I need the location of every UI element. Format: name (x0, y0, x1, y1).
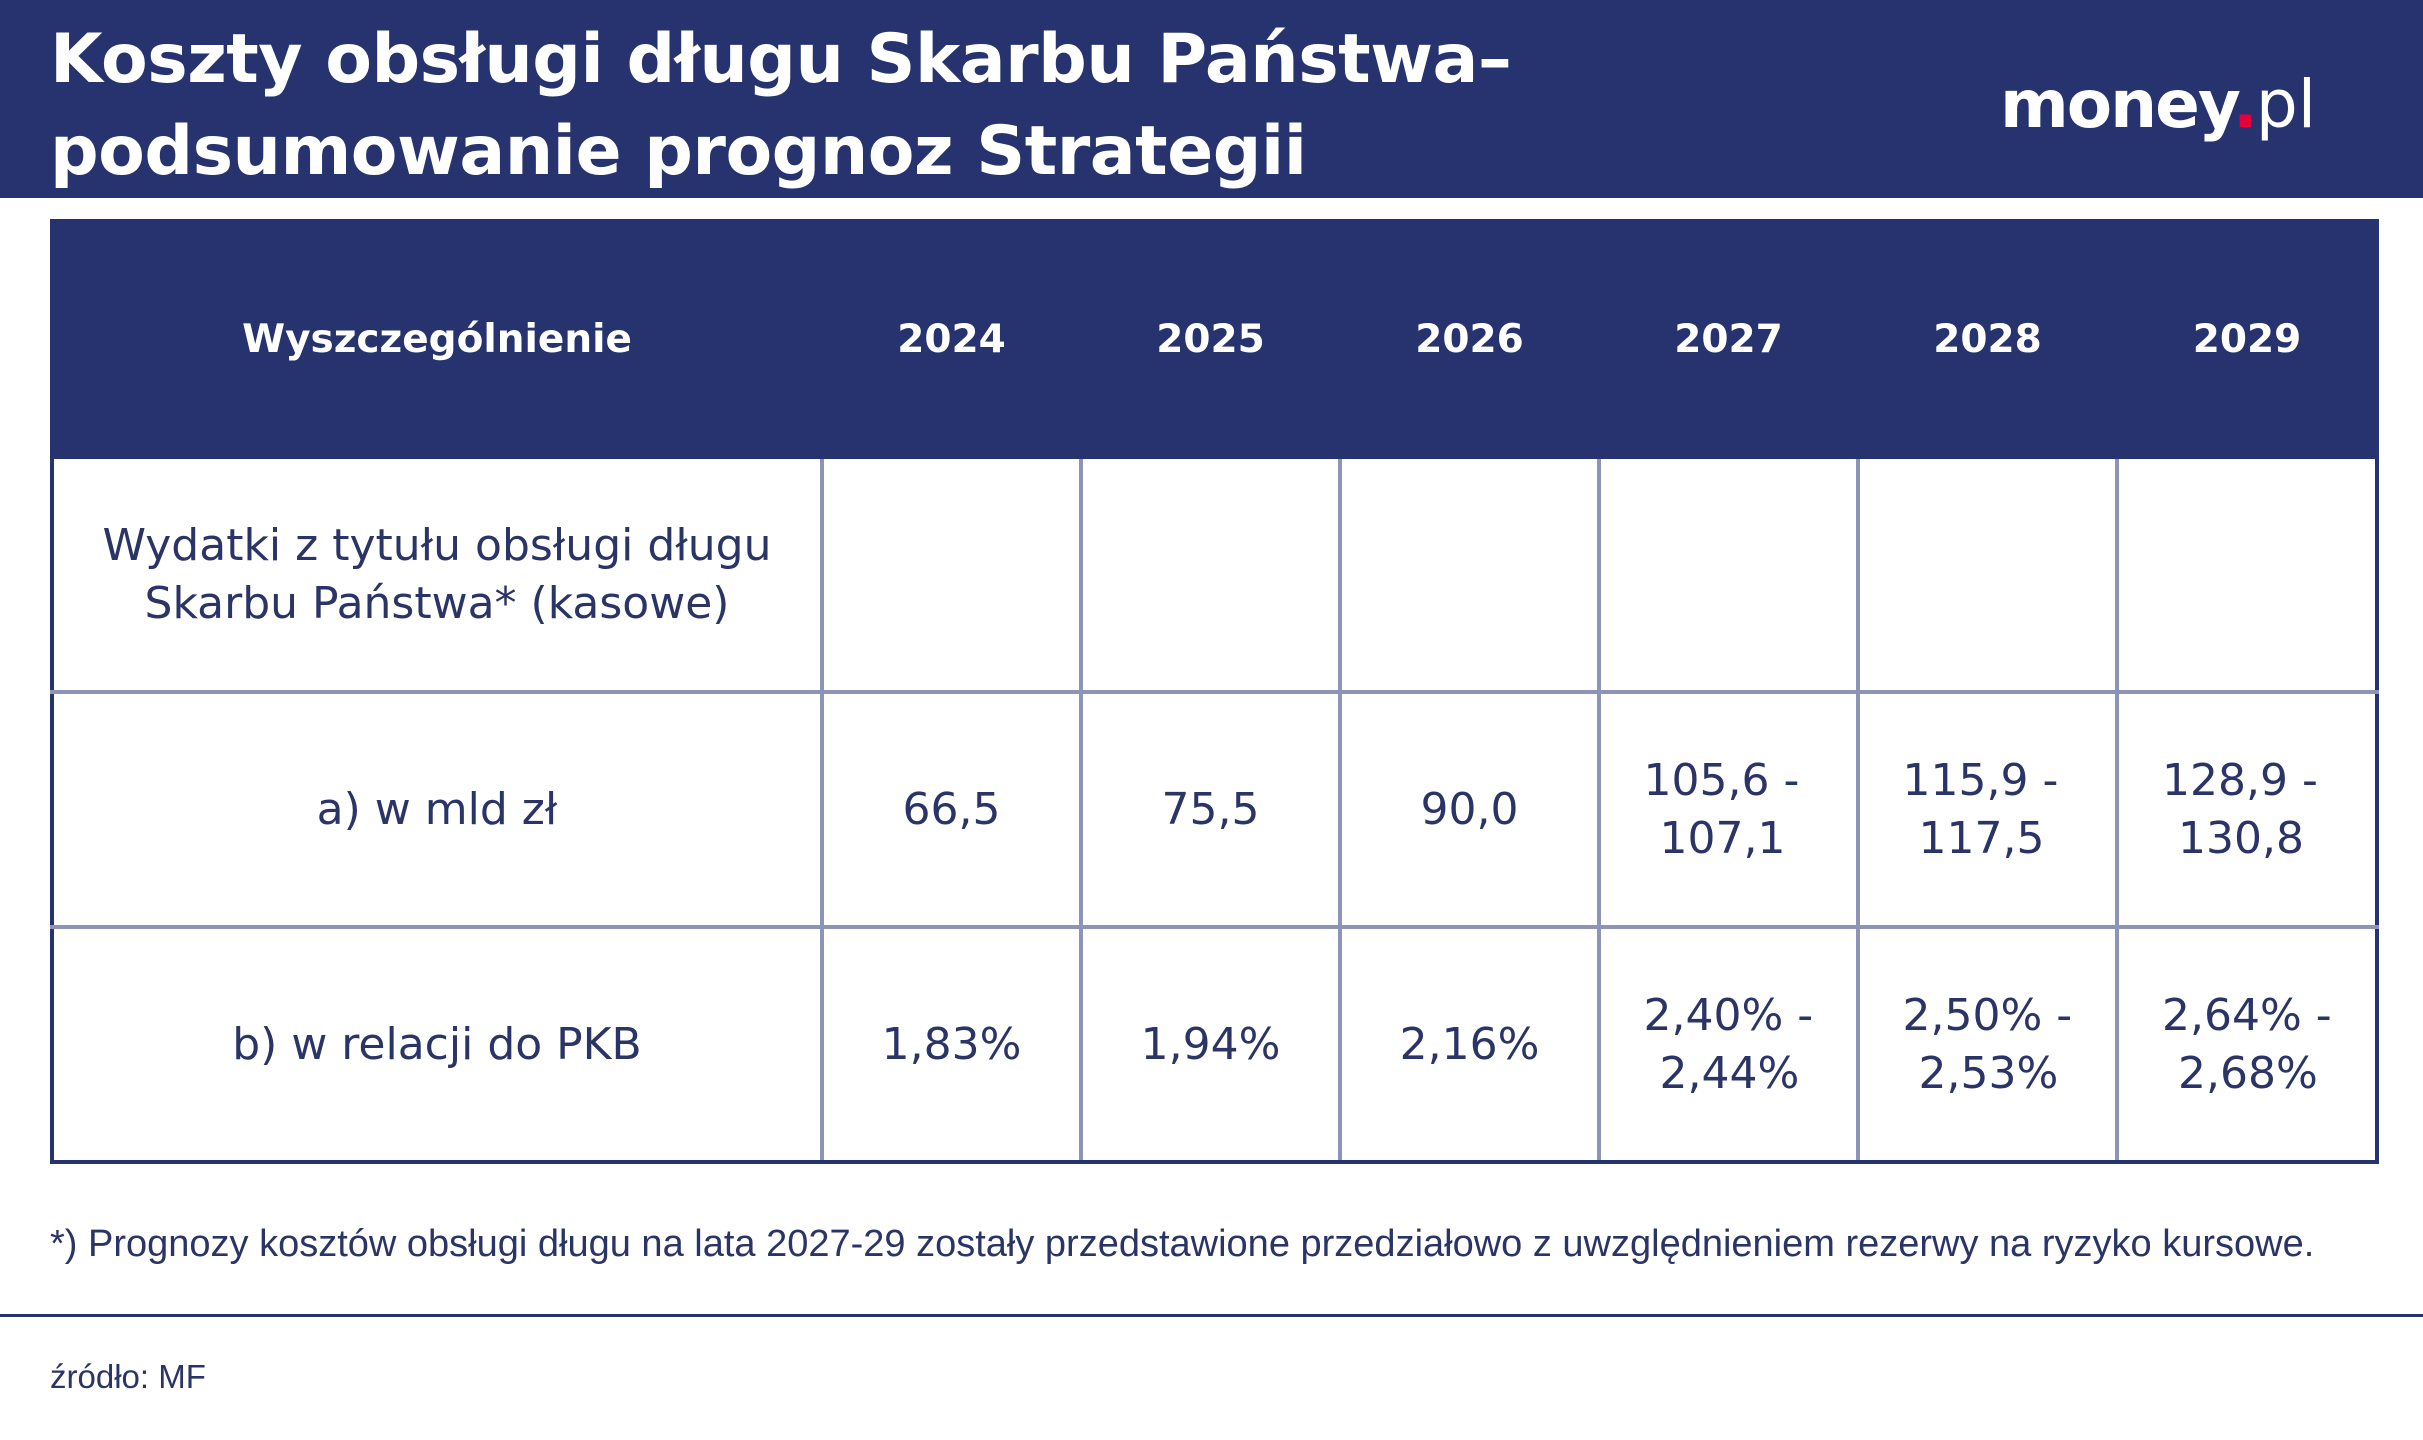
range-low: 2,50% - (1902, 989, 2073, 1041)
range-low: 2,64% - (2162, 989, 2332, 1041)
column-header-2028: 2028 (1856, 219, 2119, 459)
range-high: 130,8 (2178, 812, 2304, 864)
table-cell-2028: 2,50% - 2,53% (1856, 925, 2119, 1164)
column-header-description: Wyszczególnienie (50, 219, 824, 459)
header-banner: Koszty obsługi długu Skarbu Państwa– pod… (0, 0, 2423, 198)
table-cell-2029: 2,64% - 2,68% (2115, 925, 2379, 1164)
range-high: 2,44% (1659, 1047, 1800, 1099)
table-cell-2027: 2,40% - 2,44% (1597, 925, 1860, 1164)
range-high: 107,1 (1659, 812, 1786, 864)
table-cell-2026: 90,0 (1338, 690, 1601, 929)
range-low: 105,6 - (1643, 754, 1800, 806)
table-cell-empty (2115, 455, 2379, 694)
page-title: Koszty obsługi długu Skarbu Państwa– pod… (50, 14, 1800, 198)
table-cell-empty (1856, 455, 2119, 694)
title-line-1: Koszty obsługi długu Skarbu Państwa– (50, 20, 1512, 99)
table-cell-2025: 75,5 (1079, 690, 1342, 929)
logo-name: money (2000, 66, 2235, 143)
table-row: a) w mld zł 66,5 75,5 90,0 105,6 - 107,1… (50, 690, 2379, 929)
value-range: 105,6 - 107,1 (1644, 752, 1814, 868)
table-cell-empty (1597, 455, 1860, 694)
range-low: 115,9 - (1902, 754, 2059, 806)
range-high: 2,53% (1918, 1047, 2059, 1099)
column-header-2029: 2029 (2115, 219, 2379, 459)
value-range: 115,9 - 117,5 (1903, 752, 2073, 868)
value-range: 2,64% - 2,68% (2162, 987, 2332, 1103)
table-cell-2024: 66,5 (820, 690, 1083, 929)
title-line-2: podsumowanie prognoz Strategii (50, 112, 1307, 191)
column-header-2024: 2024 (820, 219, 1083, 459)
range-low: 128,9 - (2162, 754, 2318, 806)
range-high: 2,68% (2178, 1047, 2318, 1099)
money-pl-logo[interactable]: money.pl (2000, 50, 2350, 160)
table-cell-2028: 115,9 - 117,5 (1856, 690, 2119, 929)
table-cell-empty (820, 455, 1083, 694)
logo-dot: . (2232, 66, 2258, 143)
table-row: Wydatki z tytułu obsługi długu Skarbu Pa… (50, 455, 2379, 694)
table-cell-empty (1079, 455, 1342, 694)
logo-tld: pl (2255, 66, 2317, 143)
table-row: b) w relacji do PKB 1,83% 1,94% 2,16% 2,… (50, 925, 2379, 1164)
row-label-expenditure: Wydatki z tytułu obsługi długu Skarbu Pa… (50, 455, 824, 694)
table-cell-empty (1338, 455, 1601, 694)
source-note: źródło: MF (50, 1358, 206, 1395)
table-cell-2024: 1,83% (820, 925, 1083, 1164)
column-header-2026: 2026 (1338, 219, 1601, 459)
row-label-gdp-ratio: b) w relacji do PKB (50, 925, 824, 1164)
value-range: 2,40% - 2,44% (1644, 987, 1814, 1103)
range-low: 2,40% - (1643, 989, 1814, 1041)
table-cell-2027: 105,6 - 107,1 (1597, 690, 1860, 929)
column-header-2027: 2027 (1597, 219, 1860, 459)
table-cell-2029: 128,9 - 130,8 (2115, 690, 2379, 929)
range-high: 117,5 (1918, 812, 2045, 864)
column-header-2025: 2025 (1079, 219, 1342, 459)
table-cell-2025: 1,94% (1079, 925, 1342, 1164)
value-range: 128,9 - 130,8 (2162, 752, 2332, 868)
table-header-row: Wyszczególnienie 2024 2025 2026 2027 202… (50, 219, 2379, 459)
divider (0, 1314, 2423, 1317)
debt-cost-table: Wyszczególnienie 2024 2025 2026 2027 202… (50, 219, 2379, 1164)
row-label-bln-pln: a) w mld zł (50, 690, 824, 929)
value-range: 2,50% - 2,53% (1903, 987, 2073, 1103)
footnote: *) Prognozy kosztów obsługi długu na lat… (50, 1223, 2315, 1265)
table-cell-2026: 2,16% (1338, 925, 1601, 1164)
